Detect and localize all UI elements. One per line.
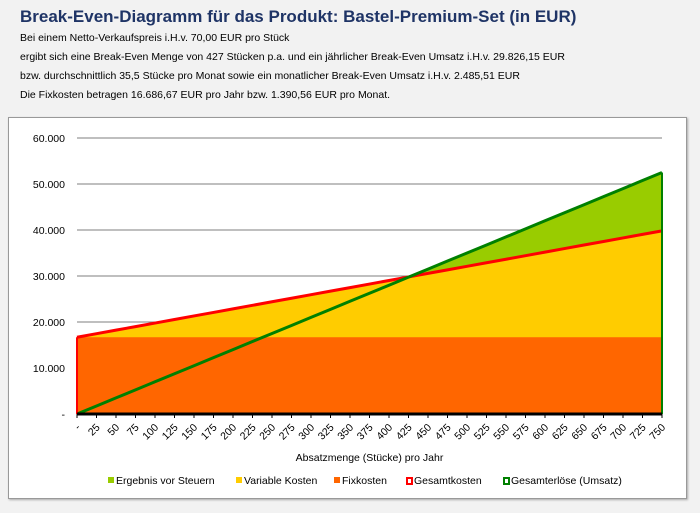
x-tick-label: 25 — [86, 422, 103, 439]
x-tick-label: 350 — [335, 422, 356, 443]
x-tick-label: 50 — [105, 422, 122, 439]
legend-swatch — [503, 477, 510, 485]
x-tick-label: 325 — [316, 422, 337, 443]
x-tick-label: 425 — [394, 422, 415, 443]
info-line-break-even-annual: ergibt sich eine Break-Even Menge von 42… — [20, 51, 565, 63]
x-tick-label: 75 — [125, 422, 142, 439]
x-tick-label: 525 — [472, 422, 493, 443]
legend-label: Ergebnis vor Steuern — [116, 475, 215, 487]
x-tick-label: 375 — [355, 422, 376, 443]
x-tick-label: 750 — [647, 422, 668, 443]
x-tick-label: 575 — [511, 422, 532, 443]
x-tick-label: 300 — [296, 422, 317, 443]
legend-swatch — [406, 477, 413, 485]
y-tick-label: 30.000 — [33, 271, 65, 283]
area-fixkosten — [77, 337, 662, 414]
y-tick-label: 20.000 — [33, 317, 65, 329]
y-tick-label: 60.000 — [33, 133, 65, 145]
info-line-fixed-costs: Die Fixkosten betragen 16.686,67 EUR pro… — [20, 89, 391, 101]
x-tick-label: 275 — [277, 422, 298, 443]
legend-label: Variable Kosten — [244, 475, 318, 487]
y-tick-label: 40.000 — [33, 225, 65, 237]
page-title: Break-Even-Diagramm für das Produkt: Bas… — [20, 7, 577, 26]
x-tick-label: 100 — [140, 422, 161, 443]
x-tick-label: 200 — [218, 422, 239, 443]
info-line-price: Bei einem Netto-Verkaufspreis i.H.v. 70,… — [20, 32, 290, 44]
x-tick-label: 225 — [238, 422, 259, 443]
y-tick-label: - — [62, 409, 66, 421]
y-tick-label: 50.000 — [33, 179, 65, 191]
legend-label: Gesamterlöse (Umsatz) — [511, 475, 622, 487]
legend-swatch — [334, 477, 340, 483]
legend-label: Fixkosten — [342, 475, 387, 487]
legend-label: Gesamtkosten — [414, 475, 482, 487]
x-tick-label: 725 — [628, 422, 649, 443]
x-tick-label: 600 — [530, 422, 551, 443]
x-tick-label: 450 — [413, 422, 434, 443]
x-tick-label: 250 — [257, 422, 278, 443]
info-line-break-even-monthly: bzw. durchschnittlich 35,5 Stücke pro Mo… — [20, 70, 520, 82]
x-tick-label: 475 — [433, 422, 454, 443]
x-tick-label: 700 — [608, 422, 629, 443]
x-tick-label: 175 — [199, 422, 220, 443]
x-tick-label: 650 — [569, 422, 590, 443]
line-gesamterloese — [76, 171, 663, 416]
x-tick-label: 400 — [374, 422, 395, 443]
x-tick-label: 675 — [589, 422, 610, 443]
legend-swatch — [108, 477, 114, 483]
x-tick-label: - — [72, 421, 83, 432]
x-tick-label: 625 — [550, 422, 571, 443]
x-tick-label: 550 — [491, 422, 512, 443]
line-gesamtkosten — [76, 229, 663, 339]
legend-swatch — [236, 477, 242, 483]
x-tick-label: 150 — [179, 422, 200, 443]
x-tick-label: 125 — [160, 422, 181, 443]
x-tick-label: 500 — [452, 422, 473, 443]
y-tick-label: 10.000 — [33, 363, 65, 375]
x-axis-title: Absatzmenge (Stücke) pro Jahr — [296, 452, 444, 464]
